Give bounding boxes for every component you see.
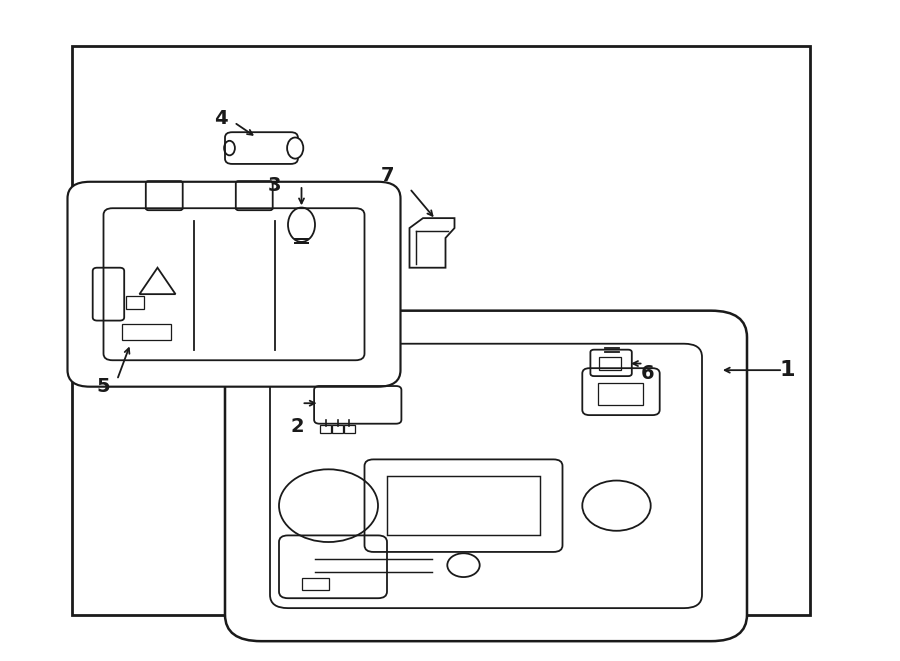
Bar (72, 46, 810, 615)
Text: 5: 5 (96, 377, 111, 396)
FancyBboxPatch shape (225, 311, 747, 641)
FancyBboxPatch shape (68, 182, 400, 387)
Bar (320, 425, 331, 433)
Bar (332, 425, 343, 433)
Bar (126, 296, 144, 309)
Text: 1: 1 (779, 360, 796, 380)
Bar (599, 357, 621, 370)
Text: 6: 6 (641, 364, 655, 383)
Text: 7: 7 (380, 166, 394, 184)
Bar (302, 578, 329, 590)
Bar (344, 425, 355, 433)
Text: 3: 3 (268, 176, 281, 194)
Bar (598, 383, 643, 405)
Bar (387, 476, 540, 535)
Text: 2: 2 (290, 417, 304, 436)
Ellipse shape (287, 137, 303, 159)
Bar (122, 324, 171, 340)
Text: 4: 4 (213, 110, 228, 128)
